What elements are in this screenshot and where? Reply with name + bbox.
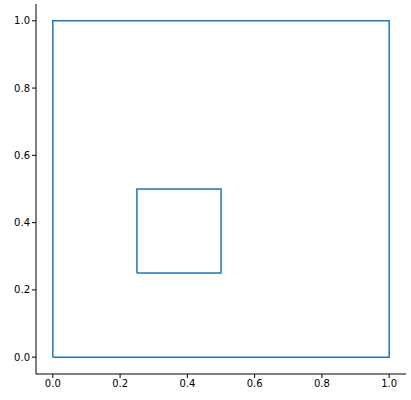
- svg-text:0.8: 0.8: [14, 83, 30, 94]
- svg-text:0.6: 0.6: [247, 378, 263, 389]
- svg-text:0.6: 0.6: [14, 150, 30, 161]
- svg-text:0.4: 0.4: [14, 217, 30, 228]
- svg-text:0.0: 0.0: [45, 378, 61, 389]
- svg-text:0.4: 0.4: [179, 378, 195, 389]
- svg-text:1.0: 1.0: [381, 378, 397, 389]
- svg-text:0.2: 0.2: [14, 284, 30, 295]
- svg-text:0.8: 0.8: [314, 378, 330, 389]
- svg-text:0.2: 0.2: [112, 378, 128, 389]
- svg-text:0.0: 0.0: [14, 352, 30, 363]
- svg-text:1.0: 1.0: [14, 15, 30, 26]
